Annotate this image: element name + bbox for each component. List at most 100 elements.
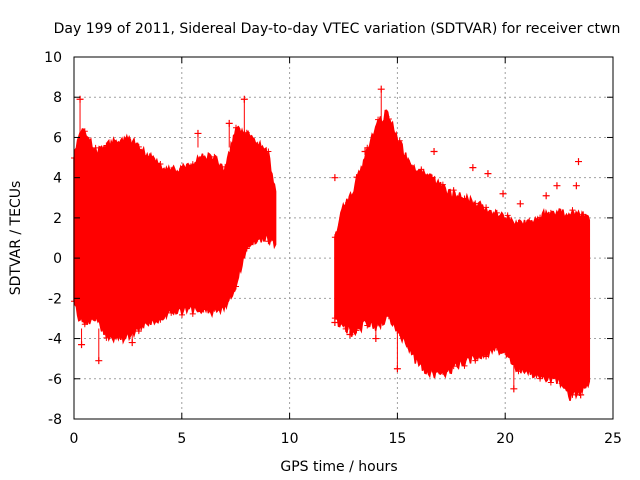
data-point	[493, 209, 500, 216]
spike-point	[510, 385, 518, 393]
ticks: 0 5 10 15 20 25 -8 -6 -4 -2 0 2 4 6 8 10	[44, 50, 622, 447]
spike-point	[372, 335, 380, 343]
y-tick-label: 6	[53, 130, 62, 146]
data-point	[439, 181, 446, 188]
data-point	[450, 187, 457, 194]
y-axis-label: SDTVAR / TECUs	[8, 181, 24, 296]
data-point	[254, 141, 261, 148]
data-point	[146, 153, 153, 160]
data-point	[125, 137, 131, 144]
spike-point	[76, 95, 84, 103]
data-spikes	[76, 85, 585, 399]
data-point	[233, 124, 239, 131]
data-point	[558, 211, 565, 218]
data-series-2	[331, 109, 591, 402]
data-point	[254, 235, 261, 242]
data-point	[233, 283, 239, 290]
x-tick-label: 5	[177, 431, 186, 447]
data-point	[179, 311, 185, 318]
spike-point	[499, 190, 507, 198]
chart-title: Day 199 of 2011, Sidereal Day-to-day VTE…	[54, 21, 621, 37]
data-point	[526, 217, 533, 224]
x-tick-label: 0	[70, 431, 79, 447]
data-point	[243, 245, 250, 252]
y-tick-label: -6	[48, 372, 62, 388]
data-point	[515, 368, 522, 375]
x-tick-label: 15	[388, 431, 406, 447]
data-point	[103, 334, 110, 341]
spike-point	[78, 341, 86, 349]
y-tick-label: 10	[44, 50, 62, 66]
spike-point	[572, 182, 580, 190]
data-point	[157, 161, 164, 168]
data-point	[429, 174, 436, 181]
data-point	[537, 375, 544, 382]
data-point	[407, 162, 414, 169]
spike-point	[575, 158, 583, 166]
data-point	[81, 321, 88, 328]
data-series-1	[71, 124, 277, 345]
spike-point	[553, 182, 561, 190]
data-point	[547, 379, 554, 386]
data-point	[364, 144, 371, 151]
data-envelope	[334, 109, 591, 402]
y-tick-label: 8	[53, 90, 62, 106]
data-point	[493, 344, 500, 351]
data-point	[558, 380, 565, 387]
data-point	[385, 313, 392, 320]
y-tick-label: -2	[48, 291, 62, 307]
data-point	[375, 320, 382, 327]
data-point	[342, 202, 349, 209]
data-point	[472, 200, 479, 207]
data-envelope	[73, 125, 277, 345]
data-point	[353, 174, 360, 181]
data-point	[429, 366, 436, 373]
data-point	[569, 207, 576, 214]
data-point	[222, 300, 229, 307]
spike-point	[542, 192, 550, 200]
data-point	[418, 166, 425, 173]
x-tick-label: 10	[281, 431, 299, 447]
data-point	[504, 351, 511, 358]
data-point	[483, 353, 490, 360]
data-point	[189, 310, 196, 317]
data-point	[168, 166, 175, 173]
data-point	[342, 325, 349, 332]
spike-point	[240, 95, 248, 103]
data-point	[537, 214, 544, 221]
data-point	[472, 357, 479, 364]
y-tick-label: -8	[48, 412, 62, 428]
data-point	[211, 305, 218, 312]
data-point	[375, 116, 382, 123]
spike-point	[95, 357, 103, 365]
data-point	[135, 143, 142, 150]
spike-point	[331, 174, 339, 182]
data-point	[450, 363, 457, 370]
x-axis-label: GPS time / hours	[280, 459, 397, 475]
spike-point	[377, 85, 385, 93]
data-point	[168, 309, 175, 316]
data-point	[179, 166, 185, 173]
data-point	[81, 128, 88, 135]
data-point	[580, 211, 587, 218]
spike-point	[393, 365, 401, 373]
data-point	[146, 317, 153, 324]
data-point	[396, 137, 403, 144]
data-point	[135, 328, 142, 335]
data-point	[331, 234, 338, 241]
spike-point	[225, 119, 233, 127]
data-point	[439, 368, 446, 375]
plot-frame	[73, 56, 614, 420]
spike-point	[469, 164, 477, 172]
data-point	[103, 142, 110, 149]
spike-point	[128, 339, 136, 347]
data-point	[114, 332, 121, 339]
spike-point	[361, 148, 369, 156]
data-point	[385, 115, 392, 122]
data-point	[114, 141, 121, 148]
data-point	[364, 322, 371, 329]
data-point	[92, 144, 99, 151]
y-tick-label: 2	[53, 211, 62, 227]
y-tick-label: 4	[53, 171, 62, 187]
